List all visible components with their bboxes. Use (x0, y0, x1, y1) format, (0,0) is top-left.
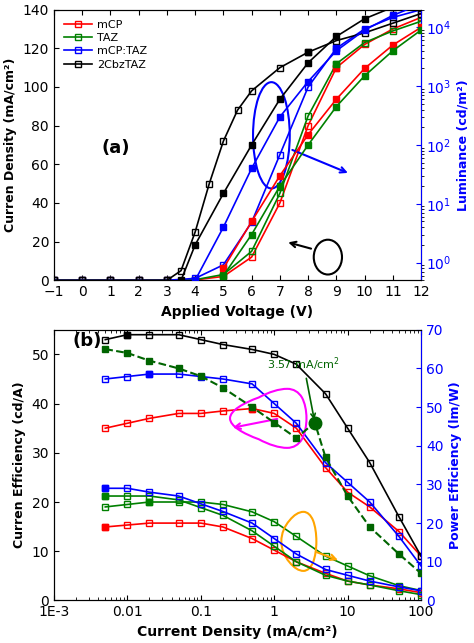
Y-axis label: Curren Efficiency (cd/A): Curren Efficiency (cd/A) (13, 382, 26, 548)
Text: (b): (b) (73, 332, 102, 350)
X-axis label: Applied Voltage (V): Applied Voltage (V) (162, 305, 314, 319)
Y-axis label: Luminance (cd/m²): Luminance (cd/m²) (457, 79, 470, 211)
Y-axis label: Power Efficiency (lm/W): Power Efficiency (lm/W) (449, 381, 462, 549)
X-axis label: Current Density (mA/cm²): Current Density (mA/cm²) (137, 625, 338, 639)
Text: (a): (a) (102, 139, 130, 157)
Text: 3.57 mA/cm$^2$: 3.57 mA/cm$^2$ (267, 355, 340, 418)
Y-axis label: Curren Density (mA/cm²): Curren Density (mA/cm²) (4, 58, 17, 232)
Legend: mCP, TAZ, mCP:TAZ, 2CbzTAZ: mCP, TAZ, mCP:TAZ, 2CbzTAZ (60, 15, 152, 74)
